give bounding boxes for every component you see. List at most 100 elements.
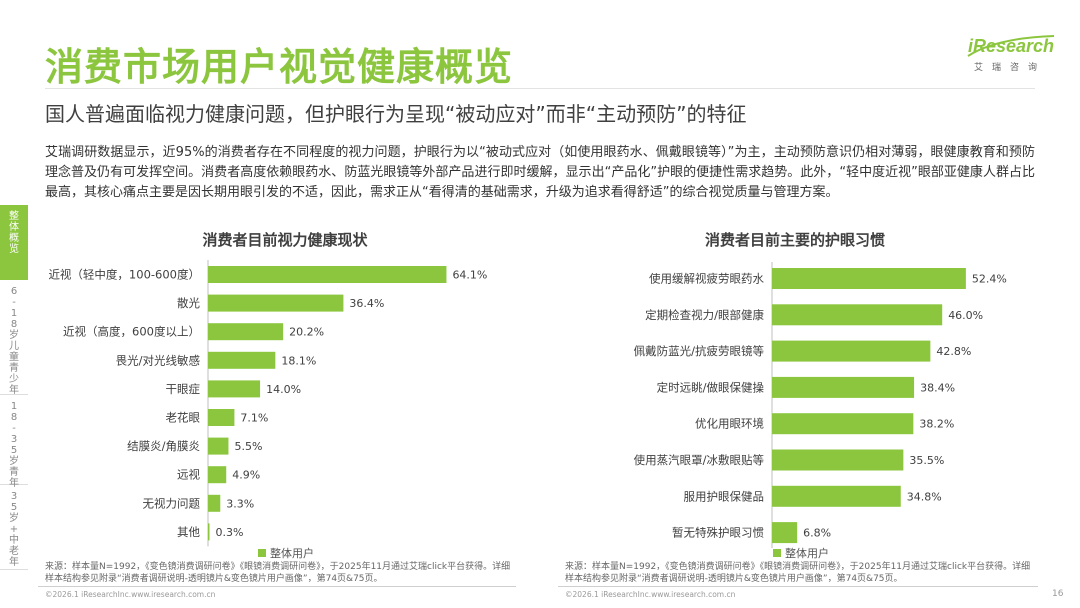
legend-swatch bbox=[773, 549, 781, 557]
legend-left: 整体用户 bbox=[258, 545, 314, 561]
bar bbox=[772, 522, 798, 544]
sidebar-tab-char: - bbox=[12, 423, 16, 434]
page-title: 消费市场用户视觉健康概览 bbox=[45, 45, 514, 89]
value-label: 4.9% bbox=[232, 469, 260, 482]
sidebar-tab-char: 1 bbox=[10, 308, 18, 319]
sidebar-tab-char: 岁 bbox=[9, 330, 19, 341]
category-label: 畏光/对光线敏感 bbox=[116, 353, 200, 367]
category-label: 散光 bbox=[177, 296, 200, 310]
category-label: 定时远眺/做眼保健操 bbox=[657, 380, 765, 394]
value-label: 35.5% bbox=[909, 454, 944, 467]
category-label: 近视（高度，600度以上） bbox=[63, 325, 200, 339]
sidebar-tab-char: 概 bbox=[9, 233, 19, 244]
category-label: 佩戴防蓝光/抗疲劳眼镜等 bbox=[634, 344, 764, 358]
copyright-right: ©2026.1 iResearchInc.www.iresearch.com.c… bbox=[565, 590, 736, 599]
value-label: 34.8% bbox=[907, 490, 942, 503]
sidebar-tab-char: 8 bbox=[10, 412, 18, 423]
footer-divider-left bbox=[38, 586, 516, 587]
intro-paragraph: 艾瑞调研数据显示，近95%的消费者存在不同程度的视力问题，护眼行为以“被动式应对… bbox=[45, 145, 1035, 200]
value-label: 5.5% bbox=[234, 440, 262, 453]
bar bbox=[772, 376, 915, 398]
value-label: 14.0% bbox=[266, 383, 301, 396]
bar bbox=[772, 485, 901, 507]
value-label: 20.2% bbox=[289, 326, 324, 339]
sidebar-tab-char: 青 bbox=[9, 363, 19, 374]
category-label: 服用护眼保健品 bbox=[684, 489, 765, 503]
bar bbox=[208, 466, 227, 484]
value-label: 7.1% bbox=[240, 412, 268, 425]
category-label: 暂无特殊护眼习惯 bbox=[672, 526, 764, 540]
legend-label: 整体用户 bbox=[785, 547, 829, 560]
sidebar-tab-char: 整 bbox=[9, 211, 19, 222]
value-label: 42.8% bbox=[936, 345, 971, 358]
category-label: 定期检查视力/眼部健康 bbox=[645, 308, 764, 322]
value-label: 46.0% bbox=[948, 309, 983, 322]
sidebar-tab-char: 少 bbox=[9, 374, 19, 385]
value-label: 18.1% bbox=[281, 354, 316, 367]
sidebar-tab-char: 览 bbox=[9, 244, 19, 255]
logo-cn: 艾瑞咨询 bbox=[974, 63, 1047, 73]
iresearch-logo: iResearch 艾瑞咨询 bbox=[960, 30, 1060, 80]
logo-swoosh-icon bbox=[967, 35, 1055, 57]
value-label: 0.3% bbox=[216, 526, 244, 539]
sidebar-tab-char: - bbox=[12, 297, 16, 308]
title-divider bbox=[45, 88, 1035, 89]
sidebar-tab-char: 3 bbox=[10, 491, 18, 502]
bar bbox=[208, 323, 284, 341]
sidebar-nav: 整体概览 6-1 8 岁儿童青少年 1 8-3 5 岁青年 3 5 岁 + 中老年 bbox=[0, 205, 28, 570]
bar bbox=[208, 266, 447, 283]
sidebar-tab-char: 老 bbox=[9, 546, 19, 557]
legend-right: 整体用户 bbox=[773, 545, 829, 561]
chart-title-habits: 消费者目前主要的护眼习惯 bbox=[704, 231, 885, 249]
value-label: 6.8% bbox=[803, 527, 831, 540]
value-label: 36.4% bbox=[349, 297, 384, 310]
category-label: 结膜炎/角膜炎 bbox=[127, 439, 200, 453]
bar bbox=[208, 523, 210, 541]
category-label: 老花眼 bbox=[166, 411, 201, 425]
page-subtitle: 国人普遍面临视力健康问题，但护眼行为呈现“被动应对”而非“主动预防”的特征 bbox=[45, 102, 747, 126]
bar bbox=[208, 409, 235, 426]
sidebar-tab-char: 童 bbox=[9, 352, 19, 363]
value-label: 64.1% bbox=[452, 269, 487, 282]
sidebar-tab-char: 6 bbox=[10, 286, 18, 297]
value-label: 38.4% bbox=[920, 381, 955, 394]
bar bbox=[772, 449, 904, 471]
value-label: 38.2% bbox=[919, 418, 954, 431]
copyright-left: ©2026.1 iResearchInc.www.iresearch.com.c… bbox=[45, 590, 216, 599]
footer-divider-right bbox=[558, 586, 1038, 587]
category-label: 使用蒸汽眼罩/冰敷眼贴等 bbox=[634, 453, 764, 467]
sidebar-tab-char: 体 bbox=[9, 222, 19, 233]
vision-status-chart: 近视（轻中度，100-600度） 64.1% 散光 36.4% 近视（高度，600度以上… bbox=[48, 260, 487, 547]
page-number: 16 bbox=[1052, 589, 1064, 599]
source-note-right: 来源：样本量N=1992，《变色镜消费调研问卷》《眼镜消费调研问卷》，于2025… bbox=[565, 562, 1031, 584]
sidebar-tab-char: 年 bbox=[9, 557, 19, 568]
category-label: 使用缓解视疲劳眼药水 bbox=[649, 272, 764, 286]
sidebar-tab-char: 8 bbox=[10, 319, 18, 330]
sidebar-tab-0[interactable]: 整体概览 bbox=[0, 205, 28, 280]
sidebar-tab-char: 3 bbox=[10, 434, 18, 445]
category-label: 干眼症 bbox=[166, 382, 201, 396]
category-label: 优化用眼环境 bbox=[695, 417, 764, 431]
bar bbox=[208, 351, 276, 369]
value-label: 52.4% bbox=[972, 273, 1007, 286]
value-label: 3.3% bbox=[226, 497, 254, 510]
sidebar-tab-char: 年 bbox=[9, 385, 19, 396]
sidebar-tab-char: 岁 bbox=[9, 513, 19, 524]
sidebar-tab-char: 青 bbox=[9, 467, 19, 478]
sidebar-tab-char: 儿 bbox=[9, 341, 19, 352]
category-label: 远视 bbox=[177, 468, 200, 482]
category-label: 其他 bbox=[177, 525, 200, 539]
sidebar-tab-char: 5 bbox=[10, 445, 18, 456]
sidebar-tab-3[interactable]: 3 5 岁 + 中老年 bbox=[0, 485, 28, 570]
bar bbox=[772, 268, 966, 289]
logo-brand: iResearch bbox=[968, 36, 1055, 56]
chart-title-vision: 消费者目前视力健康现状 bbox=[202, 231, 368, 249]
sidebar-tab-char: 年 bbox=[9, 478, 19, 489]
legend-label: 整体用户 bbox=[270, 547, 314, 560]
bar bbox=[208, 494, 221, 512]
sidebar-tab-char: 5 bbox=[10, 502, 18, 513]
bar bbox=[208, 437, 229, 455]
sidebar-tab-char: 中 bbox=[9, 535, 19, 546]
